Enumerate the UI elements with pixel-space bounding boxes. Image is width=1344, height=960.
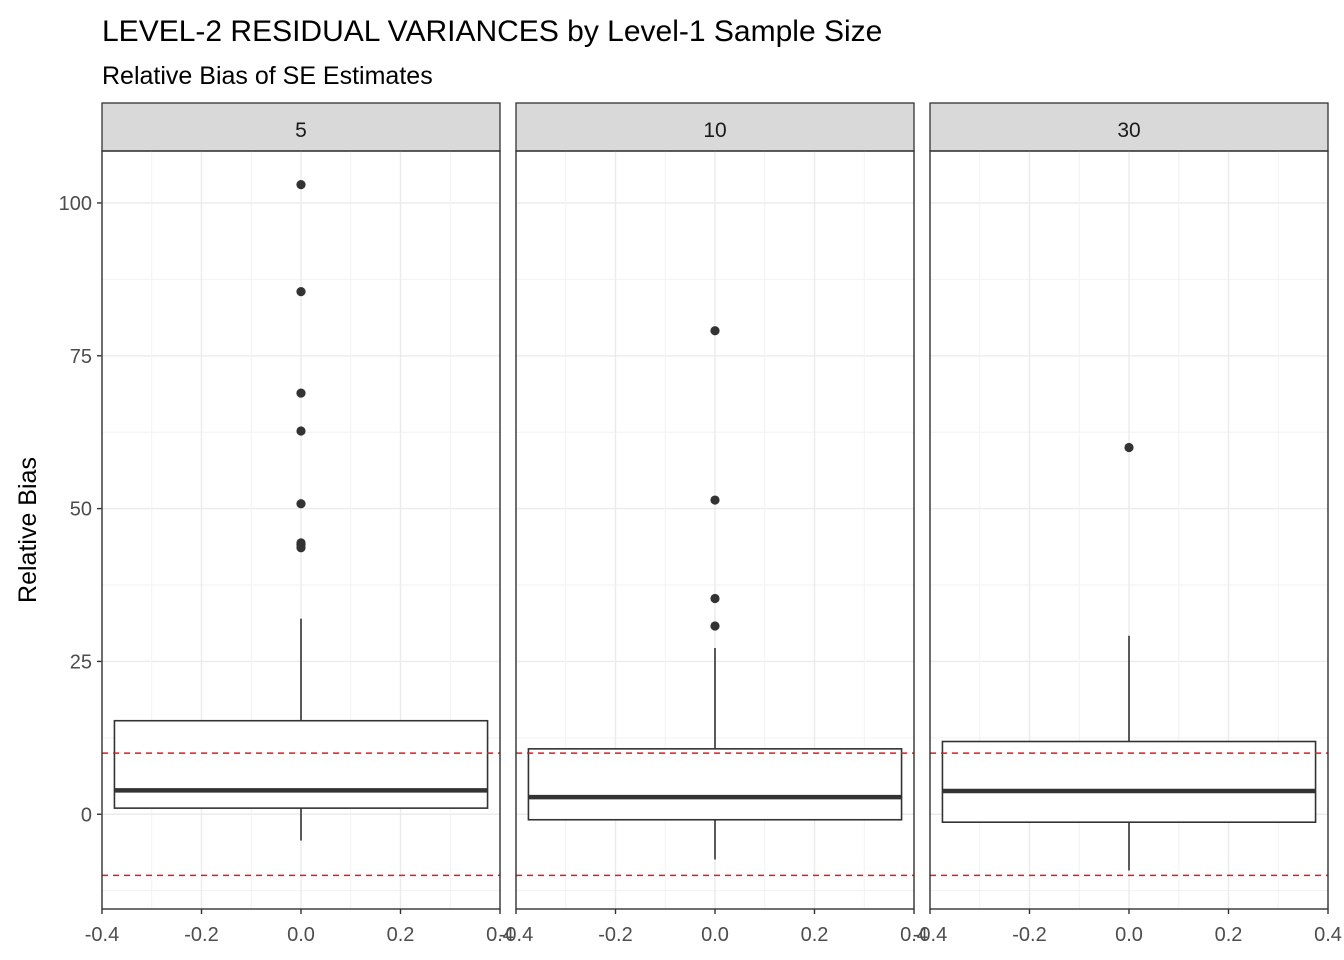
- x-tick-label: -0.2: [598, 924, 632, 946]
- x-axis: -0.4 -0.2 0.0 0.2 0.4: [499, 909, 928, 946]
- outlier-point: [296, 180, 306, 190]
- x-axis: -0.4 -0.2 0.0 0.2 0.4: [913, 909, 1342, 946]
- outlier-point: [710, 495, 720, 505]
- facet-panel-5: 5 -0.4 -0.2 0.0 0.2 0.4: [85, 102, 514, 946]
- x-tick-label: 0.2: [387, 924, 415, 946]
- x-tick-label: 0.0: [1115, 924, 1143, 946]
- x-tick-label: -0.2: [1012, 924, 1046, 946]
- x-axis: -0.4 -0.2 0.0 0.2 0.4: [85, 909, 514, 946]
- outlier-point: [296, 286, 306, 297]
- outlier-point: [296, 426, 306, 436]
- x-tick-label: 0.4: [1314, 924, 1342, 946]
- y-tick-label: 50: [70, 499, 92, 521]
- x-tick-label: 0.0: [287, 924, 315, 946]
- box-iqr: [113, 719, 489, 809]
- chart-subtitle: Relative Bias of SE Estimates: [102, 62, 433, 90]
- y-tick-label: 25: [70, 651, 92, 673]
- facet-strip-label: 5: [295, 119, 307, 142]
- y-axis-label: Relative Bias: [14, 457, 42, 603]
- facet-strip: [929, 102, 1329, 152]
- facet-panel-30: 30 -0.4 -0.2 0.0 0.2 0.4: [913, 102, 1342, 946]
- box-iqr: [527, 748, 903, 821]
- facet-strip: [101, 102, 501, 152]
- y-tick-label: 100: [59, 193, 92, 215]
- x-tick-label: 0.2: [801, 924, 829, 946]
- outlier-point: [710, 593, 720, 604]
- y-tick-label: 0: [81, 804, 92, 826]
- x-tick-label: 0.2: [1215, 924, 1243, 946]
- outlier-point: [1124, 442, 1134, 453]
- x-tick-label: -0.4: [913, 924, 947, 946]
- outlier-point: [296, 499, 306, 509]
- outlier-point: [296, 543, 306, 553]
- facet-panel-10: 10 -0.4 -0.2 0.0 0.2 0.4: [499, 102, 928, 946]
- x-tick-label: 0.0: [701, 924, 729, 946]
- chart-title: LEVEL-2 RESIDUAL VARIANCES by Level-1 Sa…: [102, 15, 882, 48]
- facet-strip: [515, 102, 915, 152]
- outlier-point: [710, 326, 720, 336]
- outlier-point: [710, 621, 720, 631]
- facet-panels: 0 25 50 75 100 5 -0.4 -0.2 0.0 0.2 0.4 10 -0.4 -0.2 0.…: [59, 102, 1342, 946]
- outlier-point: [296, 388, 306, 398]
- facet-strip-label: 30: [1117, 119, 1140, 142]
- y-axis: 0 25 50 75 100: [59, 193, 102, 826]
- x-tick-label: 0.4: [486, 924, 514, 946]
- x-tick-label: -0.2: [184, 924, 218, 946]
- y-tick-label: 75: [70, 346, 92, 368]
- x-tick-label: 0.4: [900, 924, 928, 946]
- x-tick-label: -0.4: [85, 924, 119, 946]
- facet-strip-label: 10: [703, 119, 726, 142]
- box-iqr: [941, 740, 1317, 823]
- x-tick-label: -0.4: [499, 924, 533, 946]
